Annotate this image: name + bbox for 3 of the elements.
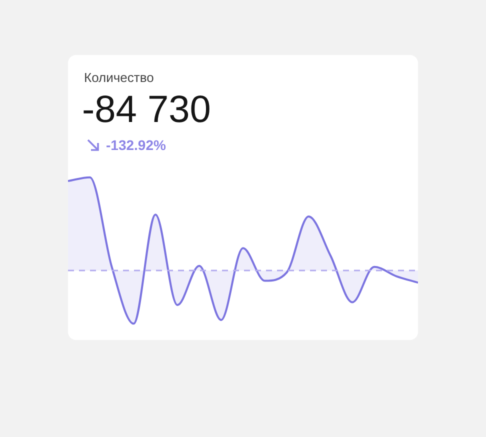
- chart-subtitle: -84 730: [82, 89, 211, 132]
- text: -132.92%: [106, 137, 166, 153]
- chart-title: Количество: [84, 70, 154, 85]
